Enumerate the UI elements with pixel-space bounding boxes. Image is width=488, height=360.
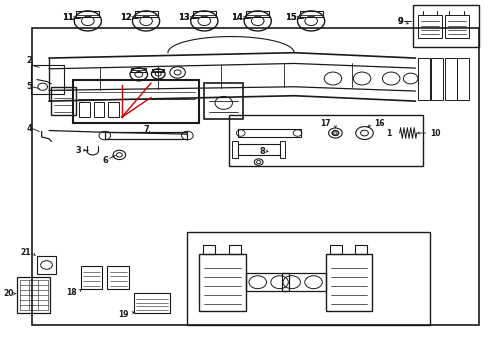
Bar bbox=[354, 244, 366, 253]
Bar bbox=[228, 244, 240, 253]
Text: 18: 18 bbox=[66, 288, 77, 297]
Text: 8: 8 bbox=[259, 147, 265, 156]
Bar bbox=[232, 141, 238, 158]
Text: 7: 7 bbox=[143, 125, 149, 134]
Text: 15: 15 bbox=[285, 13, 296, 22]
Text: 9: 9 bbox=[397, 17, 403, 26]
Text: 20: 20 bbox=[3, 289, 14, 298]
Bar bbox=[93, 102, 104, 117]
Text: 14: 14 bbox=[231, 13, 243, 22]
Text: 19: 19 bbox=[118, 310, 129, 319]
Text: 4: 4 bbox=[26, 124, 32, 133]
Text: 13: 13 bbox=[178, 13, 189, 22]
Bar bbox=[108, 102, 119, 117]
Bar bbox=[417, 58, 429, 100]
Text: 6: 6 bbox=[102, 157, 108, 166]
Bar bbox=[417, 14, 441, 38]
Bar bbox=[104, 132, 187, 139]
Text: 10: 10 bbox=[429, 129, 440, 138]
Text: 5: 5 bbox=[26, 82, 32, 91]
Bar bbox=[51, 87, 76, 116]
Bar bbox=[238, 129, 301, 137]
Bar bbox=[152, 69, 163, 72]
Text: 14: 14 bbox=[231, 13, 243, 22]
Bar bbox=[444, 58, 456, 100]
Text: 12: 12 bbox=[120, 13, 131, 22]
Text: 15: 15 bbox=[285, 13, 296, 22]
Text: 1: 1 bbox=[386, 129, 390, 138]
Text: 9: 9 bbox=[397, 17, 403, 26]
Bar bbox=[329, 244, 341, 253]
Bar bbox=[199, 253, 245, 311]
Bar bbox=[204, 83, 243, 119]
Bar bbox=[107, 266, 129, 289]
Bar bbox=[456, 58, 468, 100]
Bar bbox=[282, 273, 325, 291]
Bar bbox=[76, 12, 99, 17]
Bar bbox=[131, 68, 146, 72]
Bar bbox=[325, 253, 371, 311]
Bar bbox=[134, 12, 157, 17]
Bar bbox=[31, 65, 64, 94]
Bar bbox=[73, 80, 199, 123]
Bar bbox=[245, 273, 289, 291]
Text: 21: 21 bbox=[20, 248, 31, 257]
Text: 11: 11 bbox=[61, 13, 73, 22]
Bar bbox=[187, 232, 429, 325]
Text: 13: 13 bbox=[178, 13, 189, 22]
Bar bbox=[37, 256, 56, 274]
Bar bbox=[32, 28, 478, 325]
Bar bbox=[134, 293, 170, 313]
Text: 17: 17 bbox=[320, 119, 330, 128]
Bar bbox=[81, 266, 102, 289]
Text: 12: 12 bbox=[120, 13, 131, 22]
Bar bbox=[79, 102, 90, 117]
Bar bbox=[238, 144, 279, 155]
Bar bbox=[279, 141, 285, 158]
Bar bbox=[228, 116, 422, 166]
Bar bbox=[203, 244, 215, 253]
Text: 16: 16 bbox=[373, 119, 384, 128]
Text: 3: 3 bbox=[75, 146, 81, 155]
Bar bbox=[430, 58, 442, 100]
Bar bbox=[245, 12, 269, 17]
Bar bbox=[192, 12, 215, 17]
Bar bbox=[18, 277, 50, 313]
Text: 11: 11 bbox=[61, 13, 73, 22]
Bar bbox=[444, 14, 468, 38]
Text: 2: 2 bbox=[26, 57, 32, 66]
Bar bbox=[299, 12, 322, 17]
Bar bbox=[412, 5, 478, 47]
